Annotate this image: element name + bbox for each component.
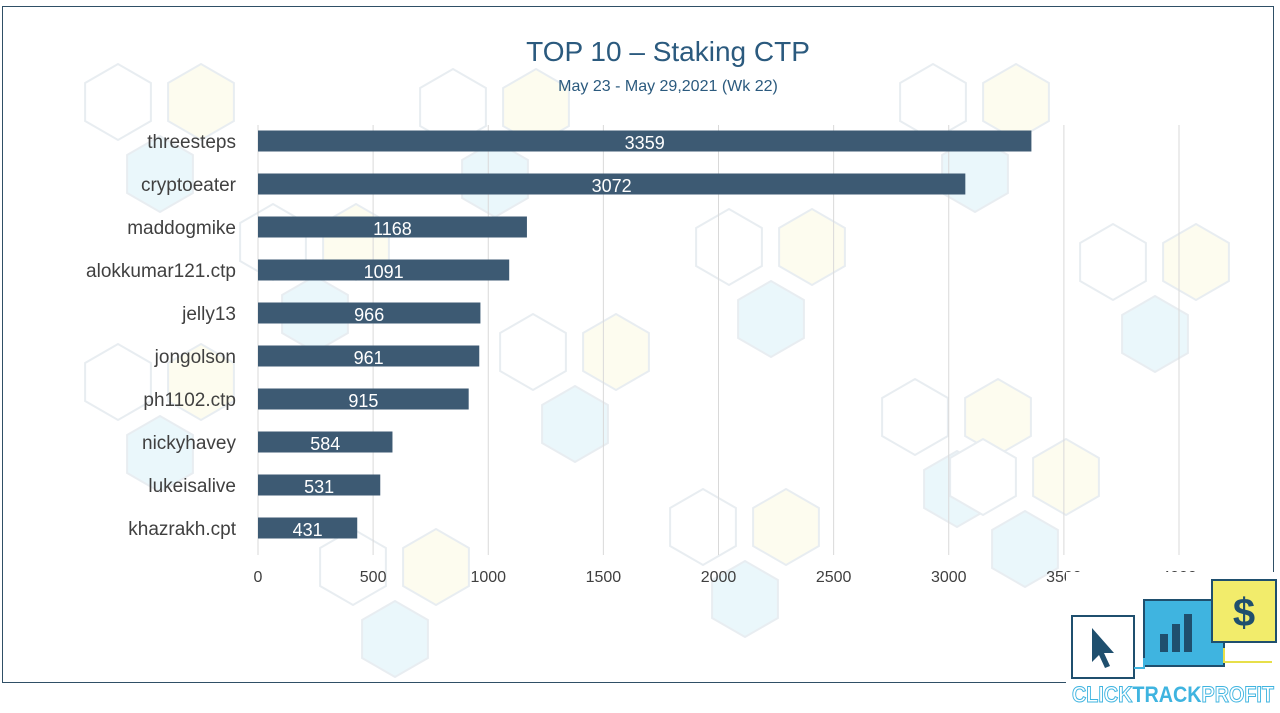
- bar-cryptoeater: [258, 173, 966, 195]
- watermark-hexagon: [752, 487, 820, 567]
- logo-chart-box: [1143, 599, 1225, 667]
- x-tick-label: 1500: [586, 569, 622, 586]
- x-tick-label: 2000: [701, 569, 737, 586]
- watermark-hexagon: [84, 62, 152, 142]
- data-label: 431: [293, 520, 323, 540]
- data-label: 584: [310, 434, 340, 454]
- watermark-hexagon: [84, 342, 152, 422]
- data-label: 531: [304, 477, 334, 497]
- bar-maddogmike: [258, 216, 527, 238]
- watermark-hexagon: [419, 67, 487, 147]
- category-label: nickyhavey: [142, 433, 236, 454]
- data-label: 3359: [625, 133, 665, 153]
- logo-text-track: TRACK: [1132, 682, 1201, 707]
- data-label: 961: [354, 348, 384, 368]
- watermark-hexagon: [881, 377, 949, 457]
- watermark-hexagon: [778, 207, 846, 287]
- bar-chart-icon: [1160, 614, 1192, 652]
- watermark-hexagon: [541, 384, 609, 464]
- category-label: jongolson: [154, 347, 236, 368]
- category-label: threesteps: [147, 132, 236, 153]
- category-label: khazrakh.cpt: [128, 519, 236, 540]
- logo-text-click: CLICK: [1072, 682, 1132, 707]
- watermark-hexagon: [923, 449, 991, 529]
- logo-wordmark: CLICKTRACKPROFIT: [1072, 682, 1274, 707]
- watermark-pattern: [84, 62, 1230, 679]
- category-label: lukeisalive: [148, 476, 236, 497]
- bar-chart: TOP 10 – Staking CTP May 23 - May 29,202…: [84, 36, 1230, 679]
- cursor-icon: [1092, 628, 1114, 668]
- chart-title: TOP 10 – Staking CTP: [526, 36, 810, 67]
- bar-ph1102.ctp: [258, 388, 469, 410]
- logo-graphic: $ CLICKTRACKPROFIT: [1071, 579, 1277, 708]
- x-tick-label: 3000: [931, 569, 967, 586]
- x-tick-label: 1000: [470, 569, 506, 586]
- x-tick-label: 500: [360, 569, 387, 586]
- watermark-hexagon: [361, 599, 429, 679]
- watermark-hexagon: [737, 279, 805, 359]
- watermark-hexagon: [899, 62, 967, 142]
- logo-text-profit: PROFIT: [1202, 682, 1275, 707]
- watermark-hexagon: [695, 207, 763, 287]
- data-label: 966: [354, 305, 384, 325]
- watermark-hexagon: [711, 559, 779, 639]
- category-label: maddogmike: [127, 218, 236, 239]
- clicktrackprofit-logo: $ CLICKTRACKPROFIT: [1066, 572, 1280, 708]
- watermark-hexagon: [1162, 222, 1230, 302]
- x-axis-ticks: 05001000150020002500300035004000: [254, 569, 1197, 586]
- category-labels: threesteps cryptoeater maddogmike alokkumar…: [86, 132, 237, 540]
- data-label: 1168: [373, 219, 412, 239]
- chart-subtitle: May 23 - May 29,2021 (Wk 22): [558, 78, 778, 95]
- watermark-hexagon: [982, 62, 1050, 142]
- category-label: cryptoeater: [141, 175, 237, 196]
- bar-jelly13: [258, 302, 481, 324]
- category-label: alokkumar121.ctp: [86, 261, 236, 282]
- bar-alokkumar121.ctp: [258, 259, 510, 281]
- watermark-hexagon: [991, 509, 1059, 589]
- watermark-hexagon: [1079, 222, 1147, 302]
- watermark-hexagon: [582, 312, 650, 392]
- watermark-hexagon: [126, 134, 194, 214]
- dollar-icon: $: [1233, 591, 1255, 635]
- bar-khazrakh.cpt: [258, 517, 358, 539]
- watermark-hexagon: [126, 414, 194, 494]
- chart-frame: TOP 10 – Staking CTP May 23 - May 29,202…: [2, 6, 1274, 683]
- watermark-hexagon: [669, 487, 737, 567]
- data-label: 915: [348, 391, 378, 411]
- watermark-hexagon: [499, 312, 567, 392]
- watermark-hexagon: [167, 62, 235, 142]
- bar-threesteps: [258, 130, 1032, 152]
- bar-nickyhavey: [258, 431, 393, 453]
- logo-dollar-box: $: [1211, 579, 1277, 643]
- bars: 3359 3072 1168 1091 966 961 915 584 531 431: [258, 130, 1032, 540]
- watermark-hexagon: [949, 437, 1017, 517]
- watermark-hexagon: [402, 527, 470, 607]
- watermark-hexagon: [319, 527, 387, 607]
- watermark-hexagon: [1032, 437, 1100, 517]
- watermark-hexagon: [502, 67, 570, 147]
- watermark-hexagon: [964, 377, 1032, 457]
- x-tick-label: 0: [254, 569, 263, 586]
- bar-lukeisalive: [258, 474, 381, 496]
- logo-cursor-box: [1071, 615, 1135, 679]
- category-label: ph1102.ctp: [143, 390, 236, 411]
- watermark-hexagon: [1121, 294, 1189, 374]
- x-tick-label: 2500: [816, 569, 852, 586]
- bar-jongolson: [258, 345, 480, 367]
- watermark-hexagon: [167, 342, 235, 422]
- data-label: 3072: [592, 176, 632, 196]
- category-label: jelly13: [181, 304, 236, 325]
- gridlines: [257, 125, 1180, 555]
- data-label: 1091: [364, 262, 404, 282]
